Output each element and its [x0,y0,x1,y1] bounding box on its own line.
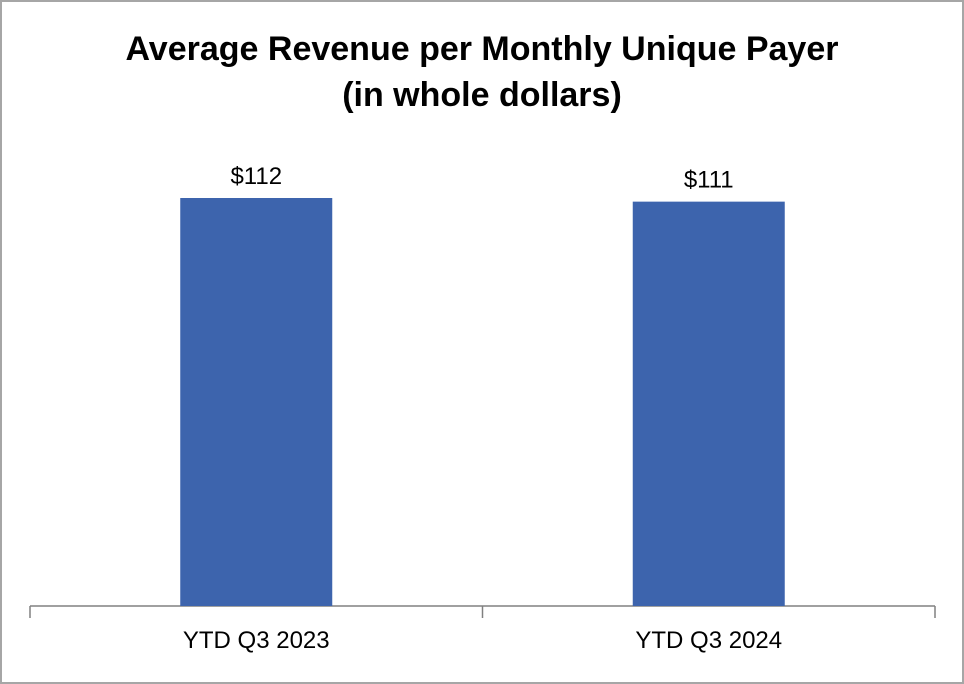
bar-series: $112 YTD Q3 2023 $111 YTD Q3 2024 [180,163,785,654]
chart-title-block: Average Revenue per Monthly Unique Payer… [0,26,964,118]
bar-2 [632,201,785,606]
x-tick-label-1: YTD Q3 2023 [183,627,330,654]
data-label-2: $111 [684,167,734,194]
data-label-1: $112 [230,163,282,190]
x-tick-label-2: YTD Q3 2024 [635,627,782,654]
chart-title: Average Revenue per Monthly Unique Payer [125,30,839,68]
bar-1 [180,198,333,606]
chart-subtitle: (in whole dollars) [342,76,622,114]
